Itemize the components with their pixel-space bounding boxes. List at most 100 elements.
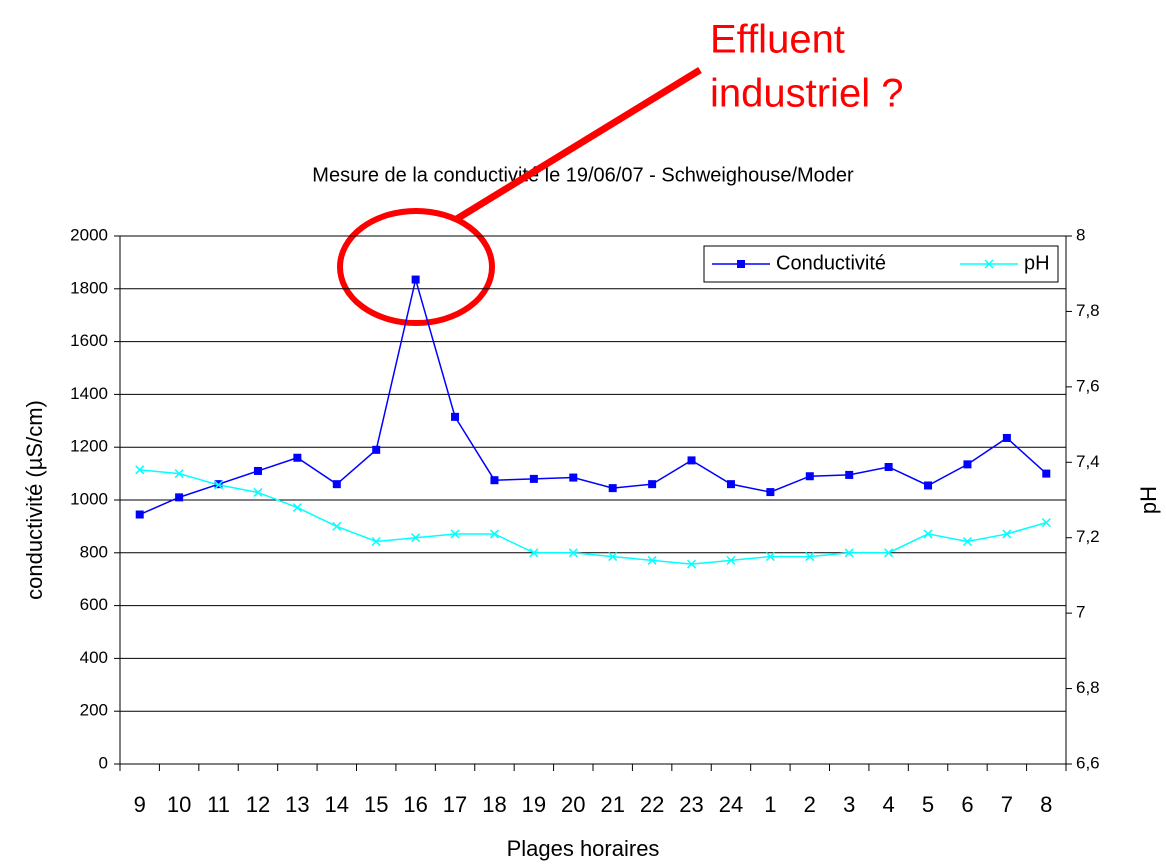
x-tick-label: 23 [679,792,703,817]
y2-tick-label: 6,6 [1076,753,1100,772]
y2-tick-label: 7,2 [1076,527,1100,546]
point [372,445,381,454]
y-tick-label: 600 [80,595,108,614]
annotation: industriel ? [710,72,903,116]
x-tick-label: 22 [640,792,664,817]
x-tick-label: 16 [403,792,427,817]
y-tick-label: 200 [80,701,108,720]
point [332,521,342,531]
point [253,466,262,475]
point [1041,518,1051,528]
x-tick-label: 1 [764,792,776,817]
point [984,259,994,269]
y-tick-label: 400 [80,648,108,667]
x-tick-label: 8 [1040,792,1052,817]
point [963,460,972,469]
y2-tick-label: 7,6 [1076,376,1100,395]
annotation-circle [337,208,495,326]
point [844,548,854,558]
point [608,484,617,493]
x-tick-label: 17 [443,792,467,817]
point [923,529,933,539]
point [805,552,815,562]
x-tick-label: 24 [719,792,743,817]
legend-label: pH [1024,252,1050,274]
point [490,476,499,485]
x-tick-label: 6 [961,792,973,817]
point [569,473,578,482]
x-tick-label: 13 [285,792,309,817]
point [608,552,618,562]
legend-label: Conductivité [776,252,886,274]
y-tick-label: 1200 [70,437,108,456]
point [174,469,184,479]
y-tick-label: 800 [80,542,108,561]
point [292,503,302,513]
y2-tick-label: 8 [1076,225,1085,244]
series-line [139,469,1047,565]
point [884,463,893,471]
point [726,555,736,565]
point [175,493,184,502]
x-tick-label: 3 [843,792,855,817]
x-tick-label: 21 [600,792,624,817]
x-tick-label: 11 [207,792,230,817]
x-axis-label: Plages horaires [507,836,660,861]
y-tick-label: 2000 [70,225,108,244]
x-tick-label: 12 [246,792,270,817]
point [648,480,657,489]
y-tick-label: 0 [99,753,108,772]
x-tick-label: 2 [804,792,816,817]
annotation: Effluent [710,18,845,62]
point [766,488,775,497]
x-tick-label: 14 [325,792,349,817]
y2-tick-label: 7 [1076,603,1085,622]
y2-tick-label: 6,8 [1076,678,1100,697]
point [411,275,420,284]
point [450,529,460,539]
point [1002,529,1012,539]
x-tick-label: 15 [364,792,388,817]
y-tick-label: 1000 [70,489,108,508]
x-tick-label: 20 [561,792,585,817]
x-tick-label: 9 [134,792,146,817]
point [924,481,933,490]
point [135,510,144,519]
point [293,453,302,462]
point [371,536,381,547]
point [332,480,341,489]
point [765,552,775,562]
point [489,529,499,539]
point [529,548,539,558]
point [451,412,460,421]
point [962,536,972,547]
point [135,465,145,475]
point [568,548,578,558]
y-tick-label: 1400 [70,384,108,403]
point [845,470,854,479]
point [253,487,263,497]
point [529,474,538,483]
y2-tick-label: 7,8 [1076,301,1100,320]
x-tick-label: 10 [167,792,191,817]
x-tick-label: 4 [883,792,895,817]
point [1042,469,1051,478]
point [687,456,696,465]
x-tick-label: 7 [1001,792,1013,817]
chart-title: Mesure de la conductivité le 19/06/07 - … [312,164,854,186]
y2-axis-label: pH [1136,486,1161,514]
x-tick-label: 5 [922,792,934,817]
point [726,480,735,489]
y-axis-label: conductivité (µS/cm) [22,400,47,600]
y2-tick-label: 7,4 [1076,452,1100,471]
y-tick-label: 1600 [70,331,108,350]
series-line [139,276,1047,516]
point [214,480,224,490]
point [805,472,814,481]
point [1002,433,1011,442]
y-tick-label: 1800 [70,278,108,297]
point [737,260,745,268]
x-tick-label: 19 [522,792,546,817]
point [411,533,421,543]
